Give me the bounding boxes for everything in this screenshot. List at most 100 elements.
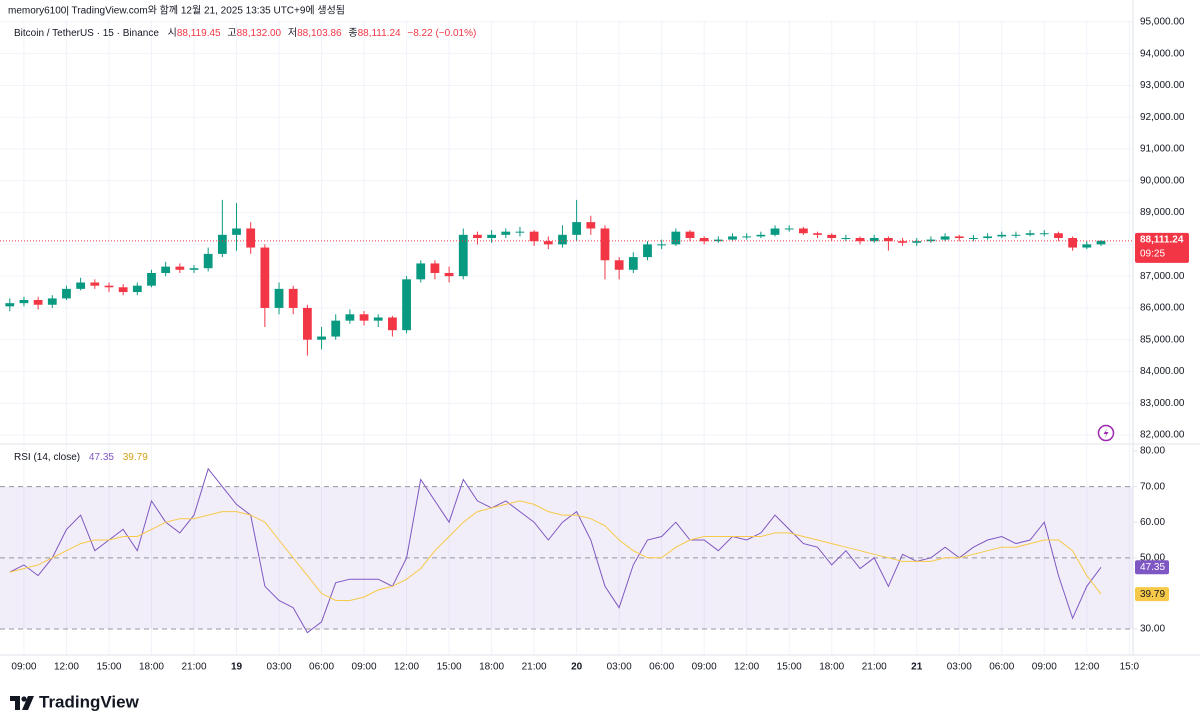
candle-body <box>317 336 326 340</box>
candle-body <box>515 231 525 233</box>
y-tick-label: 86,000.00 <box>1140 303 1185 314</box>
candle-body <box>19 299 29 304</box>
candle-body <box>756 234 766 237</box>
x-tick-label: 09:00 <box>352 662 377 673</box>
ohlc-label: 시 <box>168 27 177 39</box>
candle-body <box>1054 233 1063 239</box>
ohlc-value: 88,111.24 <box>358 28 401 39</box>
candle-body <box>430 263 440 273</box>
candle-body <box>954 236 964 239</box>
candle-body <box>869 238 879 242</box>
candle-body <box>798 228 808 234</box>
candle-body <box>373 317 383 321</box>
x-tick-label: 12:00 <box>1074 662 1099 673</box>
grid-layer <box>0 20 1133 655</box>
x-tick-label: 09:00 <box>1032 662 1057 673</box>
y-tick-label: 91,000.00 <box>1140 144 1185 155</box>
candle-body <box>416 263 426 280</box>
candle-body <box>572 222 582 235</box>
candle-body <box>217 234 227 254</box>
candle-body <box>997 234 1007 237</box>
rsi-legend: RSI (14, close) 47.35 39.79 <box>14 452 148 463</box>
candle-body <box>5 303 15 307</box>
y-tick-label: 82,000.00 <box>1140 430 1185 441</box>
y-tick-label: 70.00 <box>1140 481 1165 492</box>
candle-body <box>232 228 241 235</box>
x-tick-label: 12:00 <box>54 662 79 673</box>
candle-body <box>274 288 284 308</box>
candle-body <box>175 266 185 270</box>
x-tick-label: 06:00 <box>989 662 1014 673</box>
y-tick-label: 30.00 <box>1140 624 1165 635</box>
y-tick-label: 80.00 <box>1140 446 1165 457</box>
candle-body <box>444 272 454 277</box>
rsi-value-label: 47.35 <box>1140 562 1165 573</box>
candle-body <box>1011 234 1021 236</box>
candle-body <box>473 234 482 239</box>
last-price-box <box>1135 232 1189 263</box>
candle-body <box>940 236 950 240</box>
candle-body <box>742 236 752 238</box>
candle-body <box>246 228 256 248</box>
rsi-title: RSI (14, close) <box>14 452 80 463</box>
candle-body <box>713 239 723 242</box>
rsi-value-box <box>1135 560 1169 575</box>
y-tick-label: 83,000.00 <box>1140 398 1185 409</box>
y-tick-label: 85,000.00 <box>1140 334 1185 345</box>
page-title: memory6100| TradingView.com와 함께 12월 21, … <box>8 5 345 17</box>
x-tick-label: 06:00 <box>309 662 334 673</box>
candle-body <box>529 231 539 242</box>
candle-body <box>784 228 794 230</box>
candle-body <box>132 285 142 293</box>
x-tick-label: 18:00 <box>819 662 844 673</box>
x-tick-label: 21 <box>911 662 923 673</box>
candle-body <box>1096 240 1106 245</box>
y-tick-label: 94,000.00 <box>1140 48 1185 59</box>
y-tick-label: 90,000.00 <box>1140 175 1185 186</box>
x-tick-label: 12:00 <box>734 662 759 673</box>
candle-body <box>402 279 411 331</box>
candle-body <box>1039 233 1049 235</box>
candle-body <box>841 238 851 240</box>
candle-body <box>671 231 681 245</box>
brand: TradingView <box>39 692 140 711</box>
y-tick-label: 84,000.00 <box>1140 366 1185 377</box>
x-tick-label: 19 <box>231 662 243 673</box>
candle-body <box>884 238 893 242</box>
candle-body <box>855 238 865 242</box>
countdown: 09:25 <box>1140 248 1165 259</box>
rsi-ma-value: 39.79 <box>123 452 148 463</box>
last-price-label: 88,111.24 <box>1140 234 1184 245</box>
candle-body <box>600 228 610 261</box>
ohlc-label: 종 <box>348 27 357 39</box>
x-tick-label: 18:00 <box>479 662 504 673</box>
x-tick-label: 15:0 <box>1120 662 1140 673</box>
marks-layer: 09:00 12:00 15:00 18:00 21:00 19 03:00 06:00 09:… <box>0 17 1189 673</box>
x-tick-label: 03:00 <box>947 662 972 673</box>
ohlc-value: 88,119.45 <box>177 28 221 39</box>
candle-body <box>203 253 213 269</box>
x-tick-label: 18:00 <box>139 662 164 673</box>
candle-body <box>912 241 922 243</box>
candle-body <box>543 241 553 245</box>
rsi-line <box>9 500 1102 601</box>
candle-body <box>983 236 992 239</box>
x-tick-label: 03:00 <box>267 662 292 673</box>
change: −8.22 (−0.01%) <box>407 28 476 39</box>
candle-body <box>699 238 709 242</box>
ohlc-label: 고 <box>227 28 236 39</box>
alert-icon[interactable] <box>1097 424 1115 442</box>
x-tick-label: 15:00 <box>777 662 802 673</box>
candle-body <box>1025 233 1035 235</box>
candle-body <box>969 238 978 240</box>
candle-body <box>47 298 57 305</box>
ohlc-value: 88,103.86 <box>297 28 342 39</box>
rsi-value-box <box>1135 587 1169 602</box>
ohlc-value: 88,132.00 <box>237 28 282 39</box>
candle-body <box>458 234 468 277</box>
y-tick-label: 50.00 <box>1140 552 1165 563</box>
y-tick-label: 60.00 <box>1140 517 1165 528</box>
x-tick-label: 06:00 <box>649 662 674 673</box>
